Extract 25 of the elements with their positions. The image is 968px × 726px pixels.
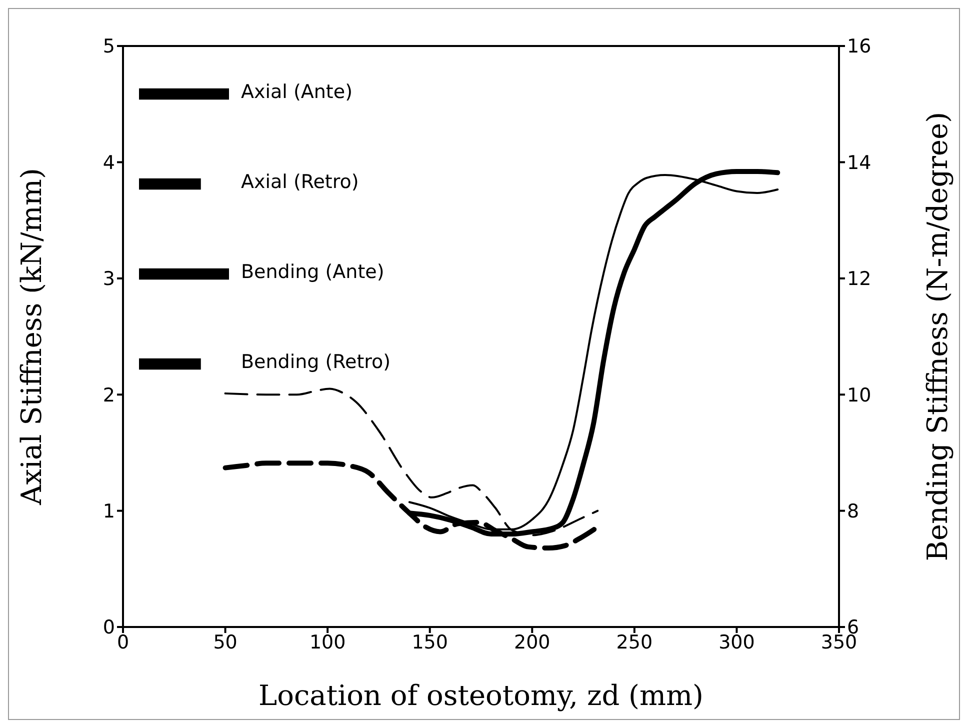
legend-label: Bending (Retro) (241, 350, 391, 373)
y2-tick-label: 8 (847, 500, 860, 523)
x-tick-label: 150 (412, 631, 448, 654)
y-axis-title: Axial Stiffness (kN/mm) (14, 168, 48, 506)
legend-label: Bending (Ante) (241, 260, 384, 283)
y-tick-label: 3 (102, 268, 115, 290)
y-tick-label: 1 (102, 500, 115, 523)
legend-label: Axial (Ante) (241, 80, 352, 103)
x-tick-label: 300 (718, 631, 755, 654)
y2-tick-label: 10 (847, 384, 872, 406)
x-tick-label: 250 (616, 631, 653, 654)
y2-tick-label: 14 (847, 152, 872, 174)
y2-axis-title: Bending Stiffness (N-m/degree) (920, 112, 954, 562)
y2-tick-label: 12 (847, 268, 872, 290)
y2-tick-label: 16 (847, 36, 872, 58)
legend-label: Axial (Retro) (241, 170, 359, 193)
x-tick-label: 100 (309, 631, 346, 654)
x-axis-title: Location of osteotomy, zd (mm) (258, 679, 704, 712)
x-tick-label: 200 (514, 631, 550, 654)
y-tick-label: 4 (102, 152, 115, 174)
y-tick-label: 0 (102, 616, 115, 639)
y-tick-label: 2 (102, 384, 115, 406)
x-tick-label: 50 (213, 631, 238, 654)
y-tick-label: 5 (102, 36, 115, 58)
x-tick-label: 0 (116, 631, 130, 654)
